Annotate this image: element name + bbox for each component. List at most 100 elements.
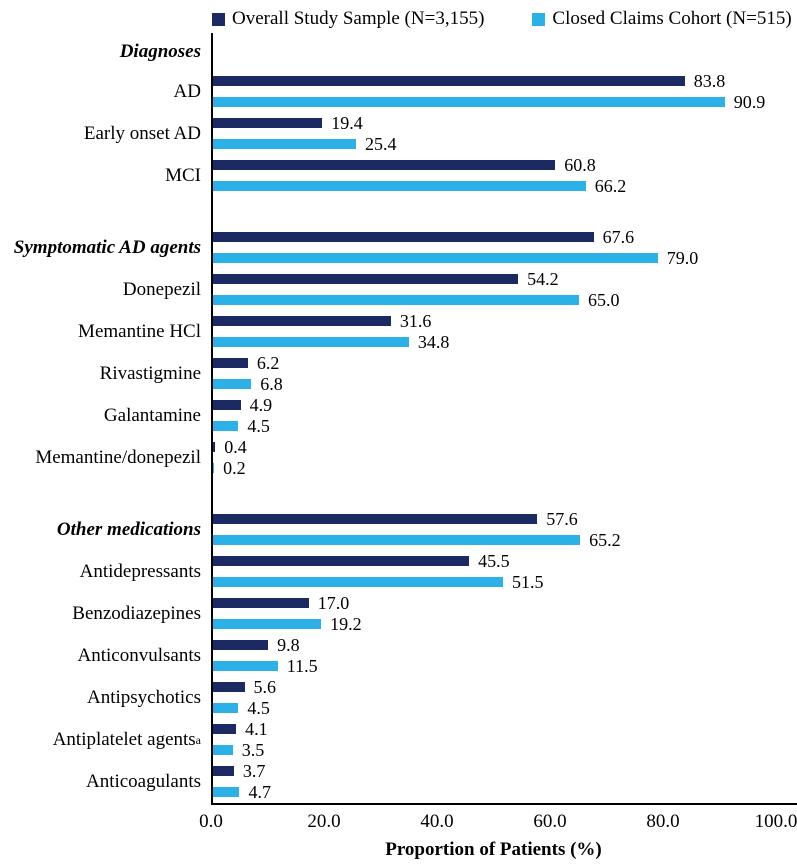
axis-spacer <box>0 803 211 839</box>
chart-row: Antidepressants 45.5 51.5 <box>0 551 797 593</box>
bar-value-label: 4.9 <box>249 394 273 415</box>
bar-value-label: 0.2 <box>223 457 246 478</box>
category-label: Memantine/donepezil <box>35 447 201 469</box>
bar-overall-sample <box>213 118 323 128</box>
bar-closed-claims <box>213 337 409 347</box>
bar-value-label: 90.9 <box>733 91 766 112</box>
bar-closed-claims <box>213 181 586 191</box>
bar-overall-sample <box>213 400 241 410</box>
category-label: AD <box>173 81 201 103</box>
category-label <box>0 197 211 227</box>
bar-closed-claims <box>213 787 240 797</box>
x-axis: 0.0 20.0 40.0 60.0 80.0 100.0 <box>0 803 797 839</box>
bar-overall-sample <box>213 514 538 524</box>
bar-line: 6.8 <box>213 373 776 394</box>
chart-row: MCI 60.8 66.2 <box>0 155 797 197</box>
bar-line: 65.2 <box>213 531 776 549</box>
legend-item-closed-claims: Closed Claims Cohort (N=515) <box>532 8 792 30</box>
x-axis-title: Proportion of Patients (%) <box>385 839 602 860</box>
bar-overall-sample <box>213 442 216 452</box>
x-axis-tick-label: 100.0 <box>754 811 797 832</box>
x-axis-tick-label: 80.0 <box>646 811 680 832</box>
bar-value-label: 4.5 <box>247 697 270 718</box>
category-label: Early onset AD <box>83 123 201 145</box>
bar-value-label: 5.6 <box>253 676 277 697</box>
bar-closed-claims <box>213 421 239 431</box>
bar-closed-claims <box>213 379 252 389</box>
bar-line: 11.5 <box>213 655 776 676</box>
plot-area-cell: 54.2 65.0 <box>211 269 797 311</box>
bar-overall-sample <box>213 232 594 242</box>
bar-line: 4.9 <box>213 394 776 415</box>
chart-rows: Diagnoses AD 83.8 90.9 Early onset AD 19.4 25.… <box>0 33 797 803</box>
category-label: Antiplatelet agents a <box>52 729 201 751</box>
plot-area-cell: 19.4 25.4 <box>211 113 797 155</box>
bar-value-label: 4.7 <box>248 781 271 802</box>
bar-value-label: 66.2 <box>594 175 627 196</box>
category-label <box>0 479 211 509</box>
bar-value-label: 54.2 <box>527 268 559 289</box>
chart-legend: Overall Study Sample (N=3,155) Closed Cla… <box>212 5 797 33</box>
category-label: Galantamine <box>103 405 201 427</box>
group-header-label: Diagnoses <box>119 41 201 63</box>
bar-line: 79.0 <box>213 247 776 268</box>
bar-value-label: 4.5 <box>247 415 270 436</box>
legend-swatch-icon <box>532 12 546 26</box>
group-spacer <box>0 479 797 509</box>
bar-value-label: 0.4 <box>224 436 247 457</box>
bar-value-label: 19.4 <box>331 112 363 133</box>
plot-area-cell: 9.8 11.5 <box>211 635 797 677</box>
bar-line: 67.6 <box>213 228 776 246</box>
bar-overall-sample <box>213 640 269 650</box>
bar-value-label: 79.0 <box>666 247 699 268</box>
plot-area-cell: 4.9 4.5 <box>211 395 797 437</box>
bar-line: 5.6 <box>213 676 776 697</box>
bar-value-label: 45.5 <box>478 550 510 571</box>
bar-line: 66.2 <box>213 175 776 196</box>
bar-overall-sample <box>213 682 245 692</box>
group-spacer <box>0 197 797 227</box>
bar-value-label: 3.7 <box>242 760 266 781</box>
chart-row: Anticoagulants 3.7 4.7 <box>0 761 797 803</box>
bar-value-label: 11.5 <box>286 655 318 676</box>
bar-closed-claims <box>213 619 322 629</box>
bar-line: 31.6 <box>213 312 776 330</box>
x-axis-tick-label: 40.0 <box>420 811 454 832</box>
bar-value-label: 83.8 <box>693 70 726 91</box>
x-axis-line: 0.0 20.0 40.0 60.0 80.0 100.0 <box>199 803 797 839</box>
chart-row: Other medications 57.6 65.2 <box>0 509 797 551</box>
bar-line: 19.4 <box>213 112 776 133</box>
bar-value-label: 17.0 <box>317 592 350 613</box>
plot-area-cell: 5.6 4.5 <box>211 677 797 719</box>
category-label: Antipsychotics <box>87 687 201 709</box>
plot-area-cell <box>211 479 797 509</box>
bar-line: 4.1 <box>213 720 776 738</box>
chart-row: Benzodiazepines 17.0 19.2 <box>0 593 797 635</box>
bar-value-label: 6.8 <box>260 373 283 394</box>
plot-area-cell: 57.6 65.2 <box>211 509 797 551</box>
bar-line: 83.8 <box>213 70 776 91</box>
x-axis-tick-label: 0.0 <box>199 811 223 832</box>
category-label: Benzodiazepines <box>72 603 201 625</box>
bar-value-label: 60.8 <box>564 154 596 175</box>
bar-value-label: 19.2 <box>330 613 362 634</box>
chart-row: Diagnoses <box>0 33 797 71</box>
bar-value-label: 6.2 <box>256 352 280 373</box>
category-label: Rivastigmine <box>99 363 201 385</box>
category-label: Anticoagulants <box>85 771 201 793</box>
bar-value-label: 25.4 <box>365 133 397 154</box>
plot-area-cell: 45.5 51.5 <box>211 551 797 593</box>
chart-row: Memantine/donepezil 0.4 0.2 <box>0 437 797 479</box>
category-label: Anticonvulsants <box>77 645 202 667</box>
bar-closed-claims <box>213 745 233 755</box>
plot-area-cell: 60.8 66.2 <box>211 155 797 197</box>
bar-value-label: 57.6 <box>546 508 578 529</box>
bar-line: 19.2 <box>213 613 776 634</box>
bar-line: 90.9 <box>213 91 776 112</box>
plot-area-cell: 0.4 0.2 <box>211 437 797 479</box>
chart-row: Early onset AD 19.4 25.4 <box>0 113 797 155</box>
category-label: Donepezil <box>122 279 201 301</box>
group-header-label: Other medications <box>56 519 201 541</box>
plot-area-cell: 31.6 34.8 <box>211 311 797 353</box>
x-axis-title-row: Proportion of Patients (%) <box>0 839 797 861</box>
